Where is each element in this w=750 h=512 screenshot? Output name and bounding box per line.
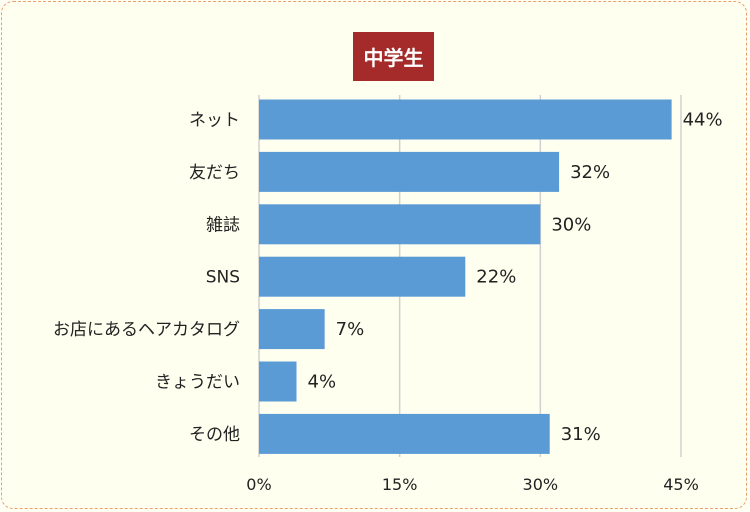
value-label: 31% xyxy=(561,424,601,445)
x-tick-label: 30% xyxy=(523,475,559,494)
bar xyxy=(259,256,466,297)
category-label: きょうだい xyxy=(155,373,240,393)
category-label: 雑誌 xyxy=(206,215,240,235)
value-label: 44% xyxy=(683,110,723,131)
bar xyxy=(259,361,297,402)
x-tick-label: 15% xyxy=(382,475,418,494)
value-label: 30% xyxy=(551,214,591,235)
bar xyxy=(259,99,672,140)
category-label: SNS xyxy=(206,268,240,288)
chart-title: 中学生 xyxy=(353,32,434,81)
value-label: 4% xyxy=(308,372,337,393)
category-label: ネット xyxy=(189,111,240,131)
value-label: 22% xyxy=(476,267,516,288)
bar xyxy=(259,151,560,192)
bar xyxy=(259,309,325,350)
bar xyxy=(259,413,550,454)
value-label: 32% xyxy=(570,162,610,183)
category-label: お店にあるヘアカタログ xyxy=(53,320,240,340)
labels: 0% 15% 30% 45% ネット 44% 友だち 32% 雑誌 30% SNS 22% お店にあるヘ… xyxy=(53,110,723,495)
category-label: その他 xyxy=(189,425,240,445)
bar xyxy=(259,204,541,245)
x-tick-label: 45% xyxy=(663,475,699,494)
value-label: 7% xyxy=(336,319,365,340)
category-label: 友だち xyxy=(189,163,240,183)
bars xyxy=(259,99,672,454)
x-tick-label: 0% xyxy=(246,475,271,494)
